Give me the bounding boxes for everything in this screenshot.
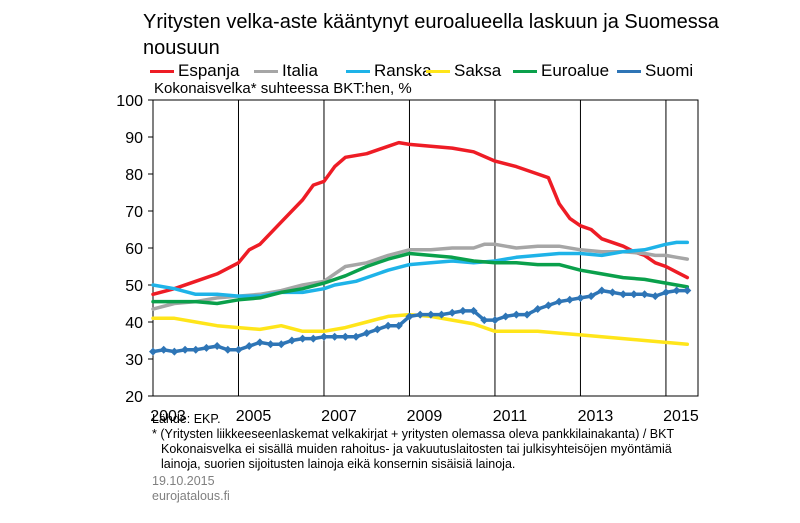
data-point-suomi <box>597 286 606 295</box>
legend-swatch <box>513 70 537 73</box>
x-tick-label: 2003 <box>150 408 186 425</box>
legend-label: Suomi <box>645 61 694 80</box>
data-point-suomi <box>394 321 403 330</box>
data-point-suomi <box>523 310 532 319</box>
legend-swatch <box>617 70 641 73</box>
data-point-suomi <box>181 345 190 354</box>
data-point-suomi <box>501 312 510 321</box>
data-point-suomi <box>373 325 382 334</box>
data-point-suomi <box>437 310 446 319</box>
y-tick-label: 50 <box>125 278 143 295</box>
legend-swatch <box>150 70 174 73</box>
y-tick-label: 20 <box>125 389 143 406</box>
y-tick-label: 40 <box>125 315 143 332</box>
data-point-suomi <box>234 345 243 354</box>
footnote: * (Yritysten liikkeeseenlaskemat velkaki… <box>152 427 675 441</box>
data-point-suomi <box>384 321 393 330</box>
y-tick-label: 100 <box>116 93 143 110</box>
data-point-suomi <box>480 316 489 325</box>
data-point-suomi <box>448 308 457 317</box>
data-point-suomi <box>149 347 157 356</box>
data-point-suomi <box>587 292 596 301</box>
legend-label: Euroalue <box>541 61 610 80</box>
footnote-line: Kokonaisvelka ei sisällä muiden rahoitus… <box>161 442 672 456</box>
data-point-suomi <box>319 332 328 341</box>
data-point-suomi <box>661 288 670 297</box>
data-point-suomi <box>576 293 585 302</box>
series-line-saksa <box>151 312 690 346</box>
y-tick-label: 70 <box>125 204 143 221</box>
legend-swatch <box>426 70 450 73</box>
legend-swatch <box>346 70 370 73</box>
data-point-suomi <box>170 347 179 356</box>
series-line-espanja <box>151 140 690 297</box>
legend: Espanja Italia Ranska Saksa Euroalue Suo… <box>150 60 750 82</box>
series-line-ranska <box>151 240 690 298</box>
x-tick-label: 2015 <box>663 408 699 425</box>
y-tick-label: 80 <box>125 167 143 184</box>
data-point-suomi <box>555 297 564 306</box>
data-point-suomi <box>330 332 339 341</box>
data-point-suomi <box>159 345 168 354</box>
y-tick-label: 90 <box>125 130 143 147</box>
data-point-suomi <box>255 338 264 347</box>
data-point-suomi <box>544 301 553 310</box>
data-point-suomi <box>490 316 499 325</box>
data-point-suomi <box>619 290 628 299</box>
data-point-suomi <box>352 332 361 341</box>
data-point-suomi <box>405 312 414 321</box>
data-point-suomi <box>629 290 638 299</box>
x-tick-label: 2005 <box>236 408 272 425</box>
chart-footer: Lähde: EKP. * (Yritysten liikkeeseenlask… <box>152 412 674 504</box>
x-tick-label: 2011 <box>493 408 528 425</box>
series-line-euroalue <box>151 251 690 306</box>
legend-label: Ranska <box>374 61 432 80</box>
y-tick-label: 60 <box>125 241 143 258</box>
data-point-suomi <box>223 345 232 354</box>
data-point-suomi <box>608 288 617 297</box>
publish-date: 19.10.2015 <box>152 474 215 488</box>
chart-title: Yritysten velka-aste kääntynyt euroaluee… <box>143 11 719 59</box>
legend-label: Espanja <box>178 61 240 80</box>
legend-label: Saksa <box>454 61 502 80</box>
data-point-suomi <box>458 306 467 315</box>
legend-label: Italia <box>282 61 318 80</box>
data-point-suomi <box>565 295 574 304</box>
data-point-suomi <box>416 310 425 319</box>
data-point-suomi <box>298 334 307 343</box>
x-tick-label: 2013 <box>578 408 614 425</box>
chart-subtitle: Kokonaisvelka* suhteessa BKT:hen, % <box>154 80 412 97</box>
site-name: eurojatalous.fi <box>152 489 230 503</box>
data-point-suomi <box>469 306 478 315</box>
data-point-suomi <box>309 334 318 343</box>
source-note: Lähde: EKP. <box>152 412 221 426</box>
data-point-suomi <box>512 310 521 319</box>
data-point-suomi <box>683 286 692 295</box>
data-point-suomi <box>277 340 286 349</box>
data-point-suomi <box>651 292 660 301</box>
data-point-suomi <box>341 332 350 341</box>
data-point-suomi <box>533 305 542 314</box>
data-point-suomi <box>213 342 222 351</box>
data-point-suomi <box>362 329 371 338</box>
data-point-suomi <box>426 310 435 319</box>
data-point-suomi <box>266 340 275 349</box>
data-point-suomi <box>202 343 211 352</box>
x-tick-label: 2009 <box>407 408 443 425</box>
data-point-suomi <box>287 336 296 345</box>
data-point-suomi <box>672 286 681 295</box>
x-tick-label: 2007 <box>321 408 357 425</box>
y-tick-label: 30 <box>125 352 143 369</box>
data-point-suomi <box>191 345 200 354</box>
footnote-line: lainoja, suorien sijoitusten lainoja eik… <box>161 457 516 471</box>
data-point-suomi <box>640 290 649 299</box>
legend-swatch <box>254 70 278 73</box>
data-point-suomi <box>245 342 254 351</box>
